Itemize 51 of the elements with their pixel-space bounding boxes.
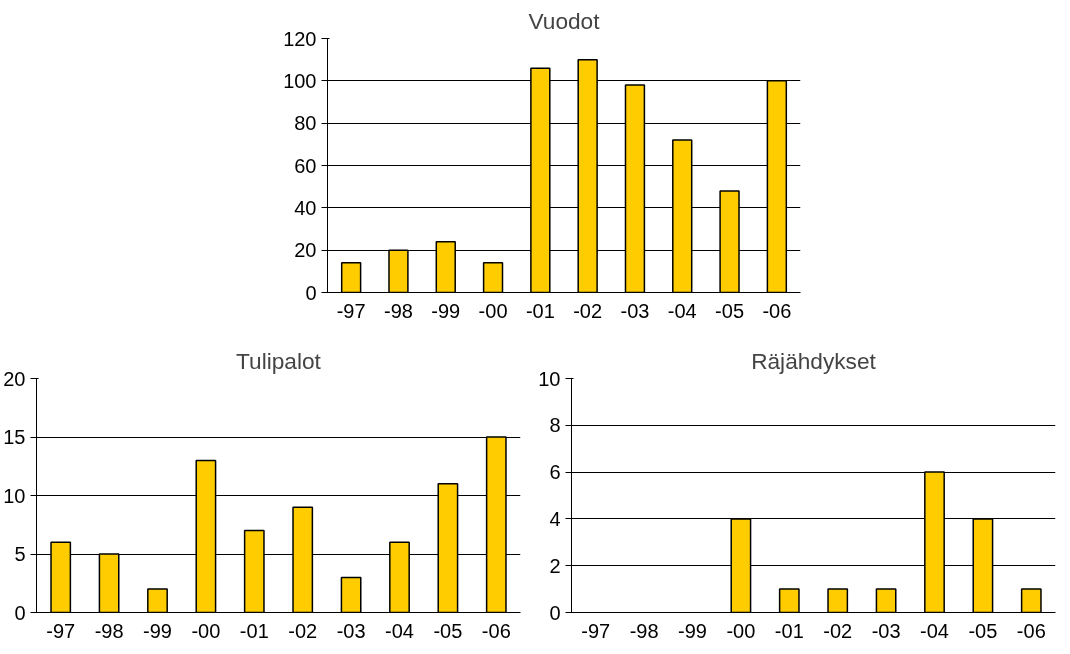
x-tick-label: -05 — [433, 619, 463, 642]
chart-title: Vuodot — [528, 7, 601, 34]
x-tick-label: -04 — [667, 299, 697, 322]
x-tick-label: -99 — [431, 299, 461, 322]
y-tick-label: 0 — [305, 281, 317, 304]
x-tick-label: -00 — [191, 619, 221, 642]
x-tick-label: -01 — [525, 299, 555, 322]
x-tick-label: -98 — [384, 299, 413, 322]
x-tick-label: -03 — [871, 619, 901, 642]
x-tick-label: -02 — [573, 299, 603, 322]
y-tick-label: 60 — [294, 154, 317, 177]
y-tick-label: 20 — [294, 239, 317, 262]
y-tick-label: 0 — [14, 601, 26, 624]
y-tick-label: 40 — [294, 196, 317, 219]
y-tick-label: 10 — [538, 367, 561, 390]
x-tick-label: -97 — [46, 619, 76, 642]
y-tick-label: 5 — [14, 543, 26, 565]
x-tick-label: -05 — [968, 619, 998, 642]
x-tick-label: -98 — [629, 619, 659, 642]
y-tick-label: 100 — [283, 69, 317, 92]
chart-title: Räjähdykset — [751, 347, 877, 374]
x-tick-label: -99 — [143, 619, 172, 642]
x-tick-label: -03 — [336, 619, 366, 642]
x-tick-label: -97 — [581, 619, 611, 642]
x-tick-label: -98 — [94, 619, 124, 642]
y-tick-label: 120 — [283, 27, 317, 50]
y-tick-label: 4 — [549, 507, 561, 530]
x-tick-label: -00 — [726, 619, 756, 642]
y-tick-label: 80 — [294, 112, 317, 135]
x-tick-label: -06 — [481, 619, 511, 642]
y-tick-label: 8 — [549, 414, 561, 437]
x-tick-label: -05 — [715, 299, 744, 322]
x-tick-label: -04 — [920, 619, 949, 642]
x-tick-label: -01 — [239, 619, 269, 642]
x-tick-label: -02 — [823, 619, 853, 642]
x-tick-label: -99 — [678, 619, 707, 642]
x-tick-label: -02 — [288, 619, 318, 642]
y-tick-label: 20 — [3, 367, 26, 390]
y-tick-label: 2 — [549, 554, 561, 577]
y-tick-label: 0 — [549, 601, 561, 624]
x-tick-label: -03 — [620, 299, 650, 322]
y-tick-label: 15 — [3, 426, 26, 448]
chart-title: Tulipalot — [236, 347, 322, 374]
y-tick-label: 6 — [549, 461, 561, 484]
x-tick-label: -01 — [774, 619, 804, 642]
x-tick-label: -00 — [478, 299, 508, 322]
x-tick-label: -06 — [1016, 619, 1046, 642]
x-tick-label: -06 — [762, 299, 792, 322]
x-tick-label: -04 — [385, 619, 414, 642]
y-tick-label: 10 — [3, 484, 26, 507]
x-tick-label: -97 — [336, 299, 366, 322]
